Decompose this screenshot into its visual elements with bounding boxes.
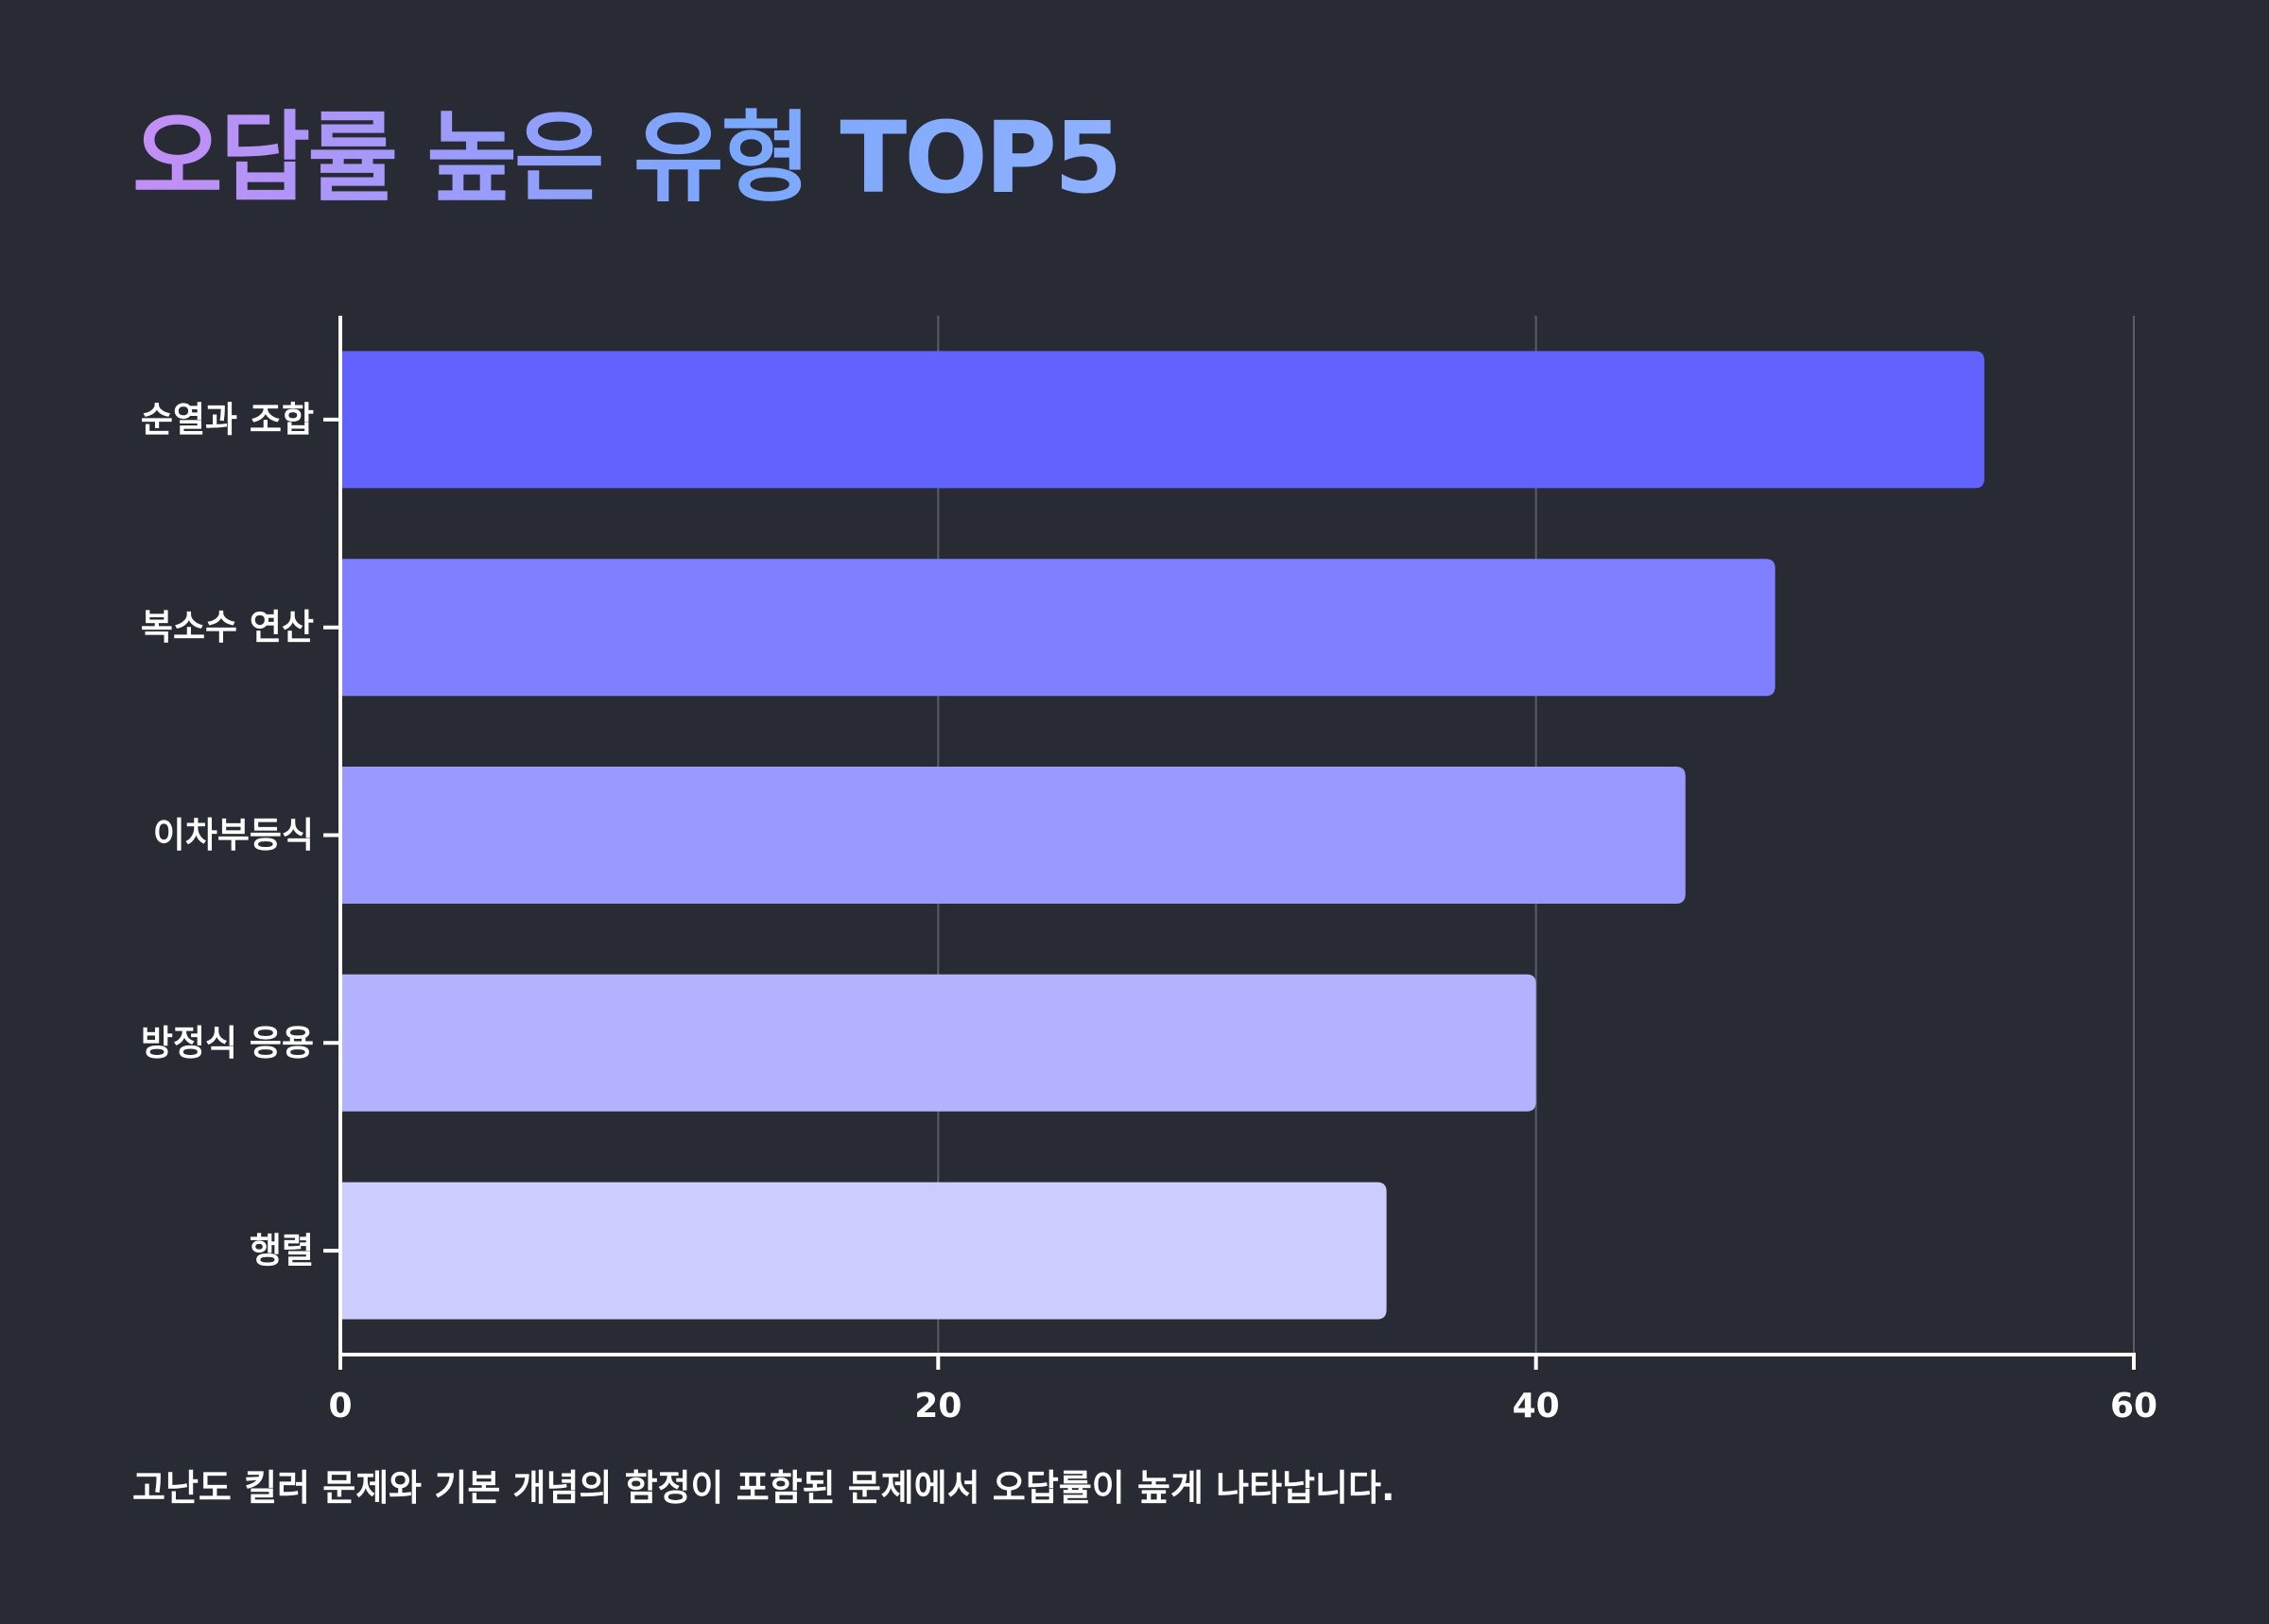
x-tick-label-60: 60 <box>2110 1387 2157 1425</box>
category-label-1: 순열과 조합 <box>141 399 314 440</box>
category-label-2: 복소수 연산 <box>141 607 314 648</box>
axes <box>323 316 2136 1370</box>
chart-title: 오답률 높은 유형 TOP5 <box>132 100 1122 216</box>
x-tick-label-40: 40 <box>1513 1387 1560 1425</box>
category-label-3: 이차부등식 <box>153 815 314 855</box>
category-label-5: 행렬 <box>250 1231 314 1271</box>
bar-5 <box>340 1182 1387 1320</box>
bar-2 <box>340 559 1775 697</box>
bar-4 <box>340 974 1536 1112</box>
chart-caption: 고난도 킬러 문제와 기본 개념의 함정이 포함된 문제에서 오답률이 높게 나… <box>132 1467 1395 1509</box>
bar-3 <box>340 767 1686 904</box>
x-tick-label-0: 0 <box>328 1387 352 1425</box>
bars <box>340 351 1984 1320</box>
x-tick-label-20: 20 <box>914 1387 961 1425</box>
category-label-4: 방정식 응용 <box>141 1023 314 1063</box>
bar-1 <box>340 351 1984 489</box>
